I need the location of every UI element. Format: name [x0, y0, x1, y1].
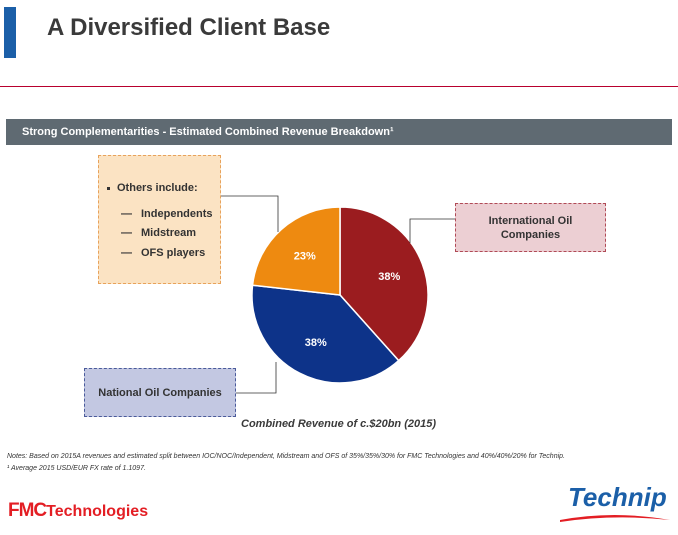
others-item-label: OFS players [141, 247, 206, 259]
others-heading: Others include: [107, 182, 198, 194]
fmc-logo-text: Technologies [46, 503, 149, 520]
dash-icon: — [121, 247, 132, 259]
footnotes: Notes: Based on 2015A revenues and estim… [7, 451, 565, 475]
noc-callout-label: National Oil Companies [98, 386, 222, 399]
page-title: A Diversified Client Base [47, 14, 331, 41]
dash-icon: — [121, 227, 132, 239]
pie-slices [251, 206, 429, 384]
fmc-technologies-logo: FMCTechnologies [8, 500, 148, 522]
others-item: — OFS players [121, 247, 205, 259]
slice-label: 23% [294, 251, 316, 263]
noc-callout: National Oil Companies [84, 368, 236, 417]
pie-slice [339, 206, 429, 362]
pie-slice [251, 284, 400, 384]
leader-lines [221, 195, 455, 394]
technip-logo: Technip [556, 482, 672, 524]
footnote-line: Notes: Based on 2015A revenues and estim… [7, 453, 565, 460]
bullet-icon [107, 186, 110, 190]
others-item: — Independents [121, 208, 213, 220]
slice-label: 38% [305, 337, 327, 349]
pie-slice [251, 206, 341, 296]
chart-caption: Combined Revenue of c.$20bn (2015) [241, 418, 436, 430]
technip-logo-text: Technip [568, 482, 667, 512]
noc-leader-line [236, 362, 277, 394]
others-item-label: Midstream [141, 227, 197, 239]
others-heading-label: Others include: [117, 182, 198, 194]
technip-swoosh-icon [560, 515, 670, 522]
others-leader-line [221, 195, 279, 232]
others-item-label: Independents [141, 208, 213, 220]
others-callout: Others include: — Independents — Midstream… [98, 155, 221, 284]
title-divider [0, 86, 678, 87]
ioc-callout-label: International Oil Companies [488, 214, 573, 241]
fmc-logo-mark: FMC [8, 500, 47, 521]
section-header: Strong Complementarities - Estimated Com… [6, 119, 672, 145]
title-accent-bar [4, 7, 16, 58]
slice-labels: 38% 38% 23% [294, 251, 401, 349]
footnote-line: ¹ Average 2015 USD/EUR FX rate of 1.1097… [7, 465, 146, 472]
slice-label: 38% [378, 271, 400, 283]
ioc-leader-line [409, 218, 455, 243]
dash-icon: — [121, 208, 132, 220]
ioc-callout: International Oil Companies [455, 203, 606, 252]
others-item: — Midstream [121, 227, 196, 239]
